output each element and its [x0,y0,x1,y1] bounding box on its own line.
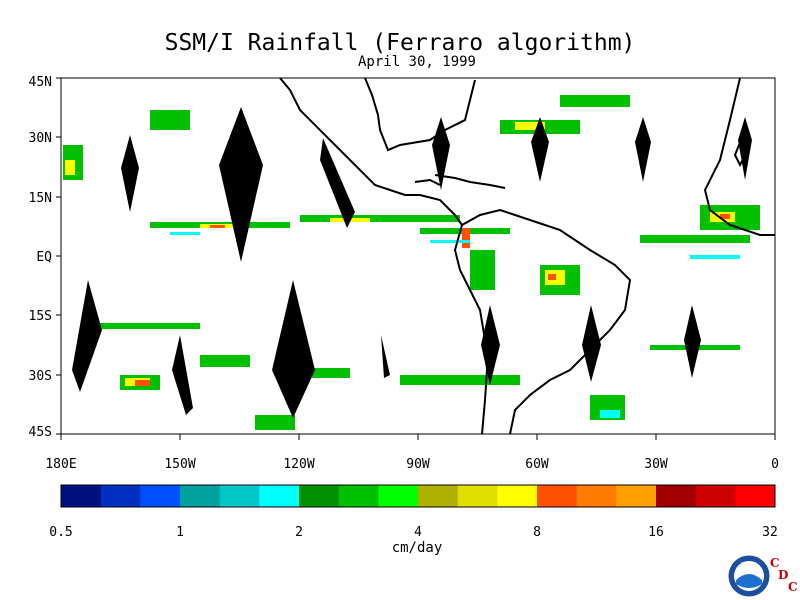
colorbar-swatch [100,485,141,507]
colorbar-swatch [378,485,419,507]
colorbar-swatch [576,485,617,507]
colorbar-swatch [299,485,340,507]
colorbar-unit: cm/day [391,540,443,556]
lon-label-90w: 90W [406,457,430,472]
colorbar-swatch [140,485,181,507]
lat-label-45s: 45S [29,425,52,440]
latitude-axis: 45N 30N 15N EQ 15S 30S 45S [29,75,61,440]
lon-label-60w: 60W [525,457,549,472]
colorbar-tick-16: 16 [648,525,664,540]
colorbar-tick-4: 4 [414,525,422,540]
colorbar-swatch [418,485,459,507]
colorbar-swatch [497,485,538,507]
colorbar-tick-2: 2 [295,525,303,540]
cdc-logo: C D C [770,556,800,596]
colorbar-swatch [180,485,221,507]
colorbar-swatch [338,485,379,507]
colorbar-swatch [735,485,776,507]
colorbar-tick-labels: 0.5 1 2 4 8 16 32 [49,525,778,540]
noaa-logo-text: NOAA [741,562,757,568]
lat-label-15s: 15S [29,309,52,324]
colorbar-swatch [61,485,102,507]
missing-data-swaths [72,107,752,418]
lon-label-150w: 150W [164,457,195,472]
colorbar-frame [60,484,776,508]
colorbar-swatch [695,485,736,507]
cdc-letter-c1: C [770,556,780,570]
colorbar-tick-0.5: 0.5 [49,525,72,540]
longitude-axis: 180E 150W 120W 90W 60W 30W 0 [45,434,779,472]
lat-label-eq: EQ [36,250,52,265]
colorbar-swatch [537,485,578,507]
noaa-logo: NOAA [727,554,771,598]
lon-label-0: 0 [771,457,779,472]
lon-label-180e: 180E [45,457,76,472]
map-title: SSM/I Rainfall (Ferraro algorithm) [164,30,636,56]
colorbar-swatch [656,485,697,507]
colorbar-tick-8: 8 [533,525,541,540]
colorbar-swatch [616,485,657,507]
colorbar-swatch [457,485,498,507]
map-subtitle: April 30, 1999 [357,54,476,70]
lat-label-30s: 30S [29,369,52,384]
cdc-letter-c2: C [788,580,798,594]
lat-label-15n: 15N [29,191,52,206]
colorbar-tick-1: 1 [176,525,184,540]
lat-label-45n: 45N [29,75,52,90]
colorbar-swatch [259,485,300,507]
colorbar-swatch [219,485,260,507]
colorbar [60,484,776,508]
cdc-letter-d: D [778,568,789,582]
coastlines [279,77,775,435]
colorbar-tick-32: 32 [762,525,778,540]
lon-label-120w: 120W [283,457,314,472]
lon-label-30w: 30W [644,457,668,472]
lat-label-30n: 30N [29,131,52,146]
